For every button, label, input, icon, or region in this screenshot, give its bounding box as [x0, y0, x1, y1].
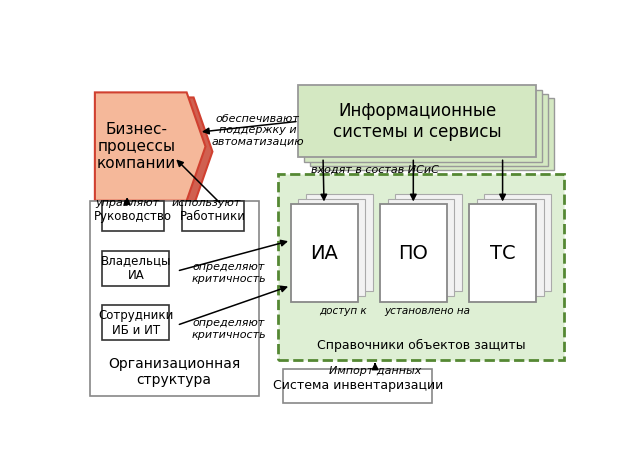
Text: ИА: ИА: [310, 243, 338, 263]
Bar: [380, 204, 447, 302]
Polygon shape: [95, 92, 205, 201]
Bar: [291, 204, 358, 302]
Text: обеспечивают
поддержку и
автоматизацию: обеспечивают поддержку и автоматизацию: [211, 113, 304, 147]
Bar: [284, 369, 432, 403]
Text: используют: используют: [172, 197, 241, 208]
Bar: [278, 174, 564, 360]
Bar: [388, 199, 454, 296]
Text: Бизнес-
процессы
компании: Бизнес- процессы компании: [97, 121, 176, 172]
Text: ТС: ТС: [490, 243, 516, 263]
Bar: [316, 98, 554, 170]
Bar: [484, 194, 551, 291]
Text: определяют
критичность: определяют критичность: [191, 318, 266, 340]
Bar: [395, 194, 462, 291]
Text: Сотрудники
ИБ и ИТ: Сотрудники ИБ и ИТ: [98, 309, 173, 337]
Bar: [102, 251, 169, 286]
Text: ПО: ПО: [399, 243, 429, 263]
Text: Организационная
структура: Организационная структура: [108, 356, 241, 387]
Text: доступ к: доступ к: [319, 306, 367, 316]
Text: Работники: Работники: [180, 210, 246, 223]
Text: Импорт данных: Импорт данных: [329, 366, 421, 376]
Bar: [310, 94, 548, 166]
Bar: [298, 85, 536, 158]
Text: установлено на: установлено на: [384, 306, 470, 316]
Text: Справочники объектов защиты: Справочники объектов защиты: [317, 339, 525, 352]
Bar: [182, 201, 244, 231]
Text: определяют
критичность: определяют критичность: [191, 262, 266, 284]
Bar: [102, 305, 169, 340]
Bar: [102, 201, 164, 231]
Bar: [90, 201, 259, 396]
Bar: [304, 90, 542, 162]
Text: Владельцы
ИА: Владельцы ИА: [100, 255, 171, 282]
Text: Руководство: Руководство: [94, 210, 172, 223]
Bar: [306, 194, 372, 291]
Bar: [477, 199, 544, 296]
Text: Система инвентаризации: Система инвентаризации: [273, 379, 443, 392]
Bar: [298, 199, 365, 296]
Bar: [469, 204, 536, 302]
Polygon shape: [102, 98, 212, 206]
Text: управляют: управляют: [95, 197, 159, 208]
Text: Информационные
системы и сервисы: Информационные системы и сервисы: [333, 102, 502, 141]
Text: входят в состав ИСиС: входят в состав ИСиС: [311, 165, 439, 175]
